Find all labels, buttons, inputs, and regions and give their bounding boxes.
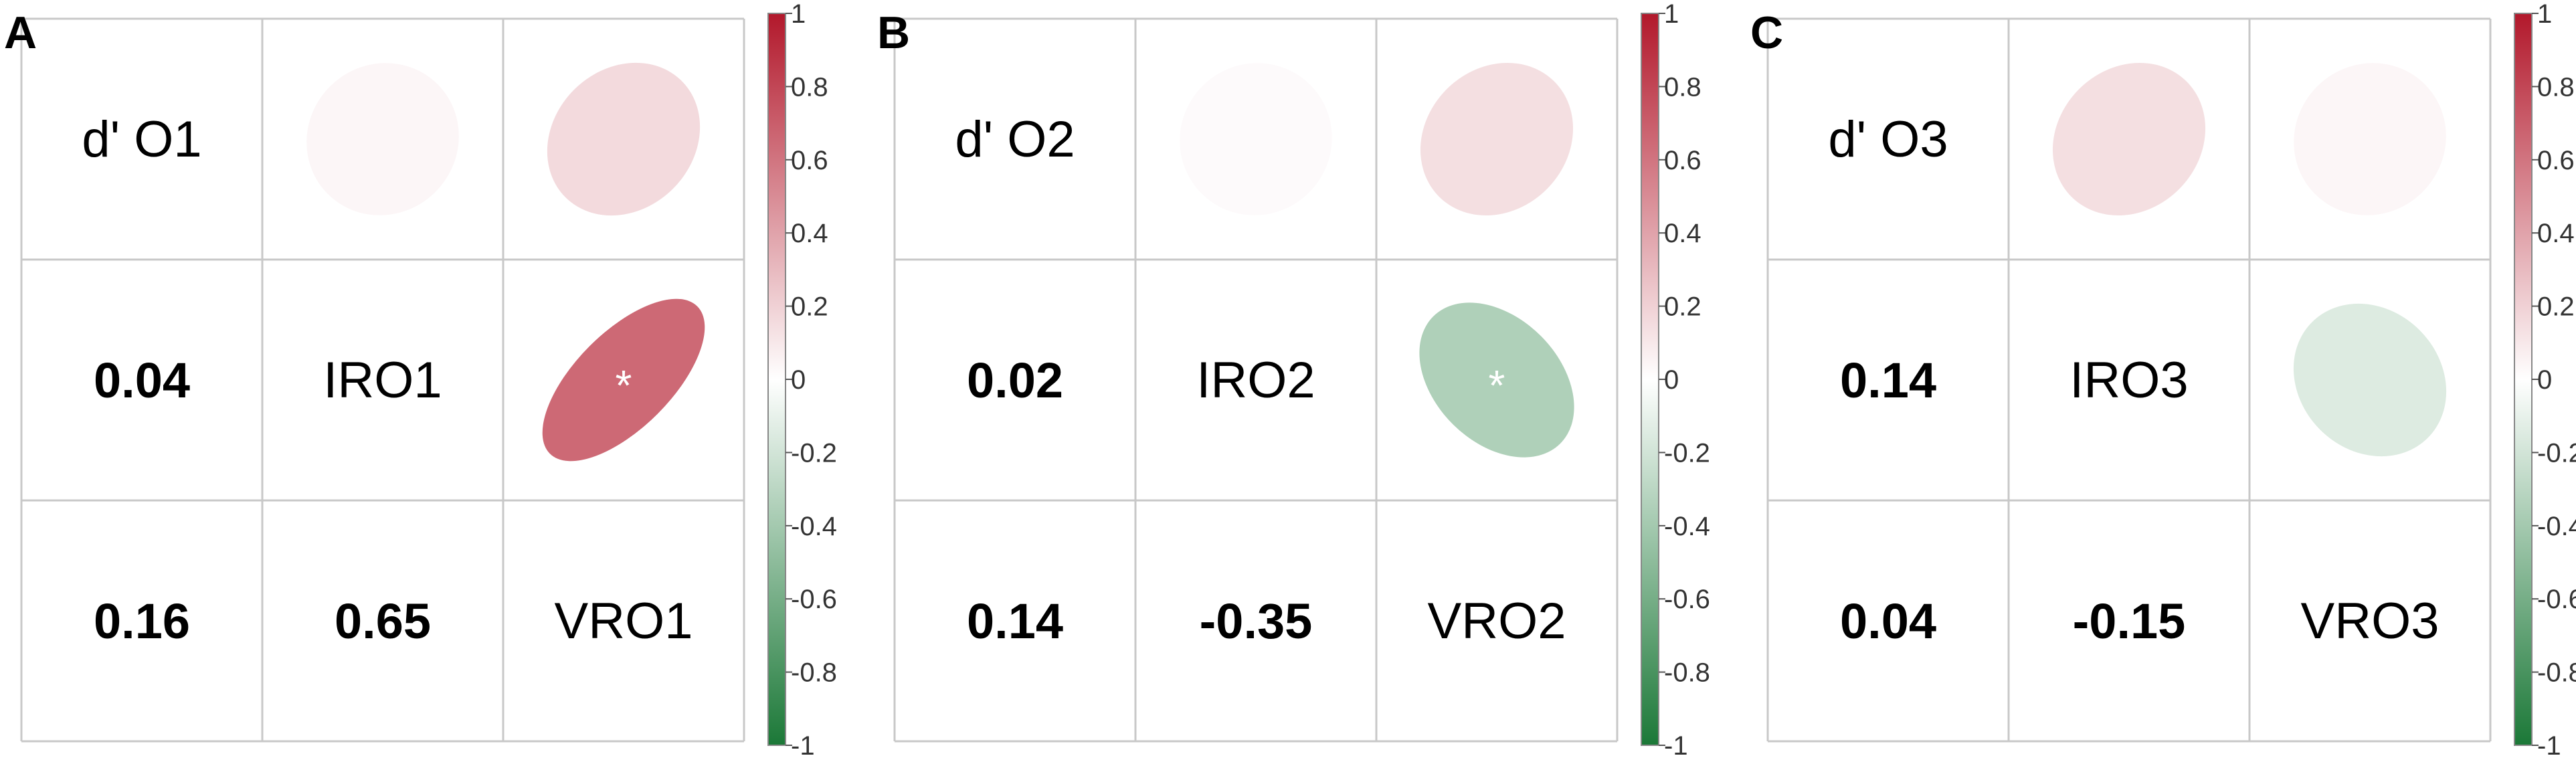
colorbar-tick-label: -0.6	[1664, 585, 1710, 614]
variable-label: VRO2	[1428, 593, 1566, 650]
colorbar-tick-label: 0.4	[791, 219, 828, 248]
colorbar-tick-label: -0.8	[1664, 658, 1710, 688]
colorbar-tick-label: -1	[1664, 731, 1688, 759]
colorbar-tick-label: 0.6	[2537, 146, 2575, 175]
panel-b: B d' O2 IRO2 VRO2 0.02 0.14 -0.35 * 1 0.8 0.6 0.4 0…	[873, 0, 1730, 761]
coefficient-value: 0.65	[335, 593, 431, 649]
correlation-ellipse	[2052, 62, 2206, 216]
correlation-ellipse	[542, 298, 705, 462]
colorbar-tick-label: 0.8	[2537, 72, 2575, 102]
colorbar-tick-label: -0.8	[791, 658, 837, 688]
significance-marker: *	[616, 361, 632, 409]
colorbar-tick-label: 0	[1664, 365, 1679, 395]
colorbar-tick-label: -1	[2537, 731, 2561, 759]
colorbar-tick-label: -0.4	[2537, 512, 2576, 541]
correlation-ellipse	[1180, 63, 1332, 215]
variable-label: VRO3	[2301, 593, 2440, 650]
colorbar-tick-label: 0.2	[2537, 292, 2575, 322]
colorbar-tick-label: 0.4	[2537, 219, 2575, 248]
panel-label: B	[877, 7, 911, 58]
variable-label: d' O1	[82, 111, 201, 168]
coefficient-value: -0.35	[1200, 593, 1313, 649]
coefficient-value: 0.16	[94, 593, 190, 649]
colorbar	[2514, 13, 2533, 746]
colorbar-tick-label: 0	[791, 365, 806, 395]
variable-label: IRO1	[323, 352, 442, 409]
correlation-plot: d' O3 IRO3 VRO3 0.14 0.04 -0.15 1 0.8 0.6 0.4 0.2 0…	[1766, 0, 2576, 761]
variable-label: IRO3	[2069, 352, 2188, 409]
correlation-plot: d' O2 IRO2 VRO2 0.02 0.14 -0.35 * 1 0.8 0.6 0.4 0.2…	[893, 0, 1710, 761]
colorbar-tick-label: 1	[1664, 0, 1679, 29]
colorbar-tick-label: -0.4	[1664, 512, 1710, 541]
colorbar-tick-label: -0.2	[791, 438, 837, 468]
coefficient-value: 0.02	[967, 353, 1063, 408]
coefficient-value: 0.04	[1840, 593, 1936, 649]
colorbar-tick-label: 0.6	[1664, 146, 1701, 175]
colorbar-tick-label: 1	[791, 0, 806, 29]
colorbar-tick-label: 0.2	[1664, 292, 1701, 322]
coefficient-value: 0.04	[94, 353, 190, 408]
coefficient-value: 0.14	[1840, 353, 1936, 408]
correlation-ellipse	[2293, 303, 2447, 457]
colorbar-tick-label: 0.2	[791, 292, 828, 322]
variable-label: IRO2	[1196, 352, 1315, 409]
panel-c: C d' O3 IRO3 VRO3 0.14 0.04 -0.15 1 0.8 0.6 0.4 0.…	[1746, 0, 2576, 761]
colorbar	[767, 13, 786, 746]
colorbar-tick-label: 0.8	[1664, 72, 1701, 102]
coefficient-value: -0.15	[2073, 593, 2186, 649]
colorbar-tick-label: -0.2	[2537, 438, 2576, 468]
colorbar-tick-label: -0.6	[2537, 585, 2576, 614]
colorbar-tick-label: -0.8	[2537, 658, 2576, 688]
correlation-plot: d' O1 IRO1 VRO1 0.04 0.16 0.65 * 1 0.8 0.6 0.4 0.2 0…	[20, 0, 837, 761]
panel-label: C	[1750, 7, 1784, 58]
colorbar-tick-label: 0.8	[791, 72, 828, 102]
correlation-ellipse	[547, 62, 701, 216]
correlation-ellipse	[1420, 62, 1574, 216]
colorbar	[1641, 13, 1659, 746]
panel-label: A	[4, 7, 37, 58]
correlation-ellipse	[306, 63, 459, 215]
significance-marker: *	[1489, 361, 1505, 409]
correlation-ellipse	[2294, 63, 2446, 215]
panel-a: A d' O1 IRO1 VRO1 0.04 0.16 0.65 * 1 0.8 0.6 0.4 0.…	[0, 0, 856, 761]
colorbar-tick-label: -0.4	[791, 512, 837, 541]
colorbar-tick-label: 0	[2537, 365, 2552, 395]
colorbar-tick-label: -0.2	[1664, 438, 1710, 468]
colorbar-tick-label: 1	[2537, 0, 2552, 29]
variable-label: d' O2	[955, 111, 1075, 168]
colorbar-tick-label: 0.4	[1664, 219, 1701, 248]
colorbar-tick-label: -1	[791, 731, 815, 759]
variable-label: d' O3	[1828, 111, 1948, 168]
colorbar-tick-label: -0.6	[791, 585, 837, 614]
colorbar-tick-label: 0.6	[791, 146, 828, 175]
correlation-ellipse	[1419, 302, 1574, 458]
coefficient-value: 0.14	[967, 593, 1063, 649]
variable-label: VRO1	[555, 593, 693, 650]
